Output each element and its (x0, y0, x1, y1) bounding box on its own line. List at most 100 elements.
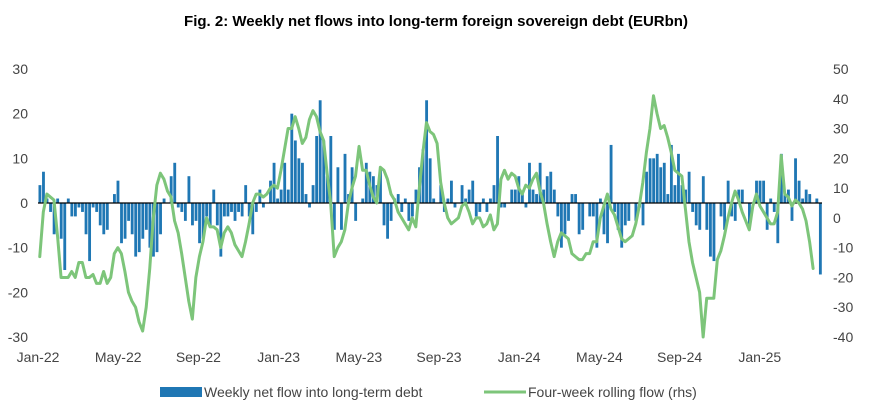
bar (471, 180, 475, 203)
bar (677, 153, 680, 203)
x-tick-label: Jan-24 (498, 349, 541, 365)
bar (81, 203, 84, 212)
bar (567, 203, 570, 221)
bar (428, 158, 432, 203)
bar (66, 198, 70, 203)
bar (808, 194, 812, 203)
y-right-tick-label: 30 (833, 121, 849, 137)
bar (552, 189, 556, 203)
bar (400, 203, 404, 212)
y-left-tick-label: -10 (8, 240, 28, 256)
bar (261, 203, 265, 208)
bar (311, 185, 315, 203)
bar (222, 203, 226, 217)
bar (162, 198, 166, 203)
bar (559, 203, 563, 248)
legend-label-line: Four-week rolling flow (rhs) (528, 384, 697, 400)
y-left-tick-label: 20 (12, 106, 28, 122)
bar (432, 198, 436, 203)
bar (535, 194, 538, 203)
bar (478, 203, 482, 212)
y-right-tick-label: 20 (833, 150, 849, 166)
bar (662, 162, 666, 203)
bar (113, 194, 116, 203)
bar (748, 203, 751, 226)
bar (599, 198, 602, 203)
x-tick-label: Jan-23 (257, 349, 300, 365)
y-axis-right: 50 40 30 20 10 0 -10 -20 -30 -40 (833, 61, 853, 345)
x-tick-label: May-24 (576, 349, 623, 365)
bar (340, 203, 343, 230)
bar (421, 149, 425, 203)
legend-swatch-bar (160, 387, 202, 397)
y-axis-left: 30 20 10 0 -10 -20 -30 (8, 61, 28, 345)
bar (148, 203, 152, 248)
bar (191, 203, 194, 226)
bar (549, 171, 553, 203)
bar (98, 203, 102, 226)
bar (251, 203, 255, 235)
bar (595, 203, 599, 248)
bar (137, 203, 141, 253)
bar (776, 203, 780, 244)
bar (102, 203, 106, 235)
bar (414, 189, 418, 203)
bar (73, 203, 77, 217)
x-tick-label: Sep-24 (657, 349, 702, 365)
bar (127, 203, 131, 221)
bar (496, 136, 499, 203)
bar (105, 203, 109, 230)
y-left-tick-label: -20 (8, 284, 28, 300)
bar (52, 203, 56, 235)
bar (804, 189, 808, 203)
y-left-tick-label: 10 (12, 150, 28, 166)
bar (712, 203, 716, 262)
bar (708, 203, 712, 257)
bar (322, 140, 326, 203)
bar (609, 144, 613, 203)
bar (141, 203, 145, 239)
bar (666, 194, 670, 203)
bar (655, 153, 659, 203)
bar (332, 203, 336, 230)
bar (730, 203, 734, 217)
y-left-tick-label: -30 (8, 329, 28, 345)
bar (797, 180, 801, 203)
bar (425, 100, 429, 203)
bar (464, 198, 468, 203)
bar (215, 203, 219, 226)
bar (613, 203, 617, 212)
bar (269, 180, 272, 203)
bar (680, 185, 684, 203)
bar (439, 185, 443, 203)
y-right-tick-label: -20 (833, 269, 853, 285)
bar (194, 203, 198, 221)
bar (201, 203, 205, 239)
bar (762, 180, 766, 203)
bar (545, 176, 549, 203)
x-tick-label: May-22 (95, 349, 142, 365)
bar (779, 153, 783, 203)
bar (286, 189, 290, 203)
bar (659, 167, 663, 203)
y-right-tick-label: 40 (833, 91, 849, 107)
bar (258, 189, 262, 203)
bar (542, 189, 546, 203)
bar (563, 203, 567, 235)
bar (588, 203, 592, 217)
bar (237, 203, 240, 212)
bar (467, 189, 471, 203)
bar (144, 203, 148, 230)
bar (528, 162, 531, 203)
bar (499, 203, 503, 208)
bar (673, 185, 677, 203)
bar (230, 203, 233, 212)
bar (602, 203, 606, 235)
bar (180, 203, 184, 212)
bar (627, 203, 631, 221)
bar (70, 203, 74, 217)
bar (510, 189, 514, 203)
x-axis: Jan-22 May-22 Sep-22 Jan-23 May-23 Sep-23 Jan-… (17, 349, 782, 365)
bar (740, 189, 744, 203)
bar (173, 162, 177, 203)
